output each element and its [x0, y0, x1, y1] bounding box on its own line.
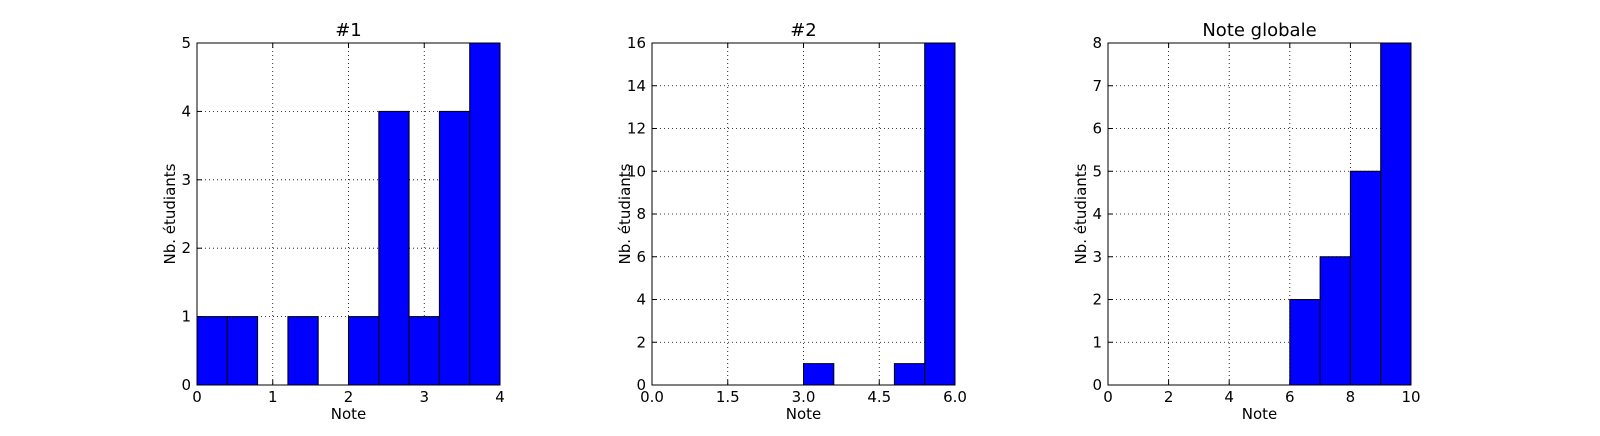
chart-title: #1	[335, 20, 362, 41]
y-tick-label: 8	[636, 205, 646, 223]
bar	[1319, 256, 1351, 386]
x-axis-label: Note	[786, 405, 822, 423]
y-tick-label: 0	[181, 376, 191, 394]
plot-frame	[196, 42, 501, 386]
y-tick-label: 1	[1092, 333, 1102, 351]
chart-title: #2	[790, 20, 817, 41]
y-tick-label: 4	[636, 291, 646, 309]
y-tick-label: 7	[1092, 77, 1102, 95]
y-tick-label: 5	[181, 34, 191, 52]
x-axis-label: Note	[331, 405, 367, 423]
y-tick-label: 2	[1092, 291, 1102, 309]
bar	[408, 316, 440, 386]
x-tick-label: 8	[1346, 388, 1356, 406]
chart-title: Note globale	[1202, 20, 1316, 41]
bar	[469, 42, 501, 386]
y-tick-label: 12	[627, 120, 646, 138]
plot-frame	[651, 42, 956, 386]
y-tick-label: 8	[1092, 34, 1102, 52]
x-tick-label: 0	[1103, 388, 1113, 406]
x-tick-label: 2	[344, 388, 354, 406]
y-axis-label: Nb. étudiants	[161, 163, 179, 264]
y-axis-label: Nb. étudiants	[1072, 163, 1090, 264]
y-tick-label: 16	[627, 34, 646, 52]
bar	[924, 42, 956, 386]
x-tick-label: 10	[1401, 388, 1420, 406]
y-tick-label: 0	[1092, 376, 1102, 394]
bar	[378, 110, 410, 386]
y-tick-label: 3	[1092, 248, 1102, 266]
y-axis-label: Nb. étudiants	[616, 163, 634, 264]
x-tick-label: 4.5	[867, 388, 891, 406]
x-axis-label: Note	[1242, 405, 1278, 423]
bar	[1380, 42, 1412, 386]
y-tick-label: 5	[1092, 162, 1102, 180]
bar	[196, 316, 228, 386]
bar	[803, 363, 835, 386]
y-tick-label: 2	[181, 239, 191, 257]
x-tick-label: 3	[419, 388, 429, 406]
x-tick-label: 1.5	[716, 388, 740, 406]
x-tick-label: 3.0	[792, 388, 816, 406]
x-tick-label: 4	[495, 388, 505, 406]
bar	[893, 363, 926, 386]
y-tick-label: 6	[636, 248, 646, 266]
x-tick-label: 1	[268, 388, 278, 406]
bar	[1289, 299, 1321, 386]
bar	[438, 110, 471, 386]
y-tick-label: 10	[627, 162, 646, 180]
x-tick-label: 6.0	[943, 388, 967, 406]
bar	[348, 316, 380, 386]
y-tick-label: 6	[1092, 120, 1102, 138]
bar	[1349, 170, 1382, 386]
x-tick-label: 2	[1164, 388, 1174, 406]
y-tick-label: 14	[627, 77, 646, 95]
x-tick-label: 0	[192, 388, 202, 406]
bar	[287, 316, 319, 386]
bar	[226, 316, 259, 386]
x-tick-label: 0.0	[640, 388, 664, 406]
x-tick-label: 6	[1285, 388, 1295, 406]
y-tick-label: 2	[636, 333, 646, 351]
y-tick-label: 4	[181, 102, 191, 120]
y-tick-label: 4	[1092, 205, 1102, 223]
plot-frame	[1107, 42, 1412, 386]
y-tick-label: 0	[636, 376, 646, 394]
y-tick-label: 3	[181, 171, 191, 189]
y-tick-label: 1	[181, 308, 191, 326]
x-tick-label: 4	[1224, 388, 1234, 406]
